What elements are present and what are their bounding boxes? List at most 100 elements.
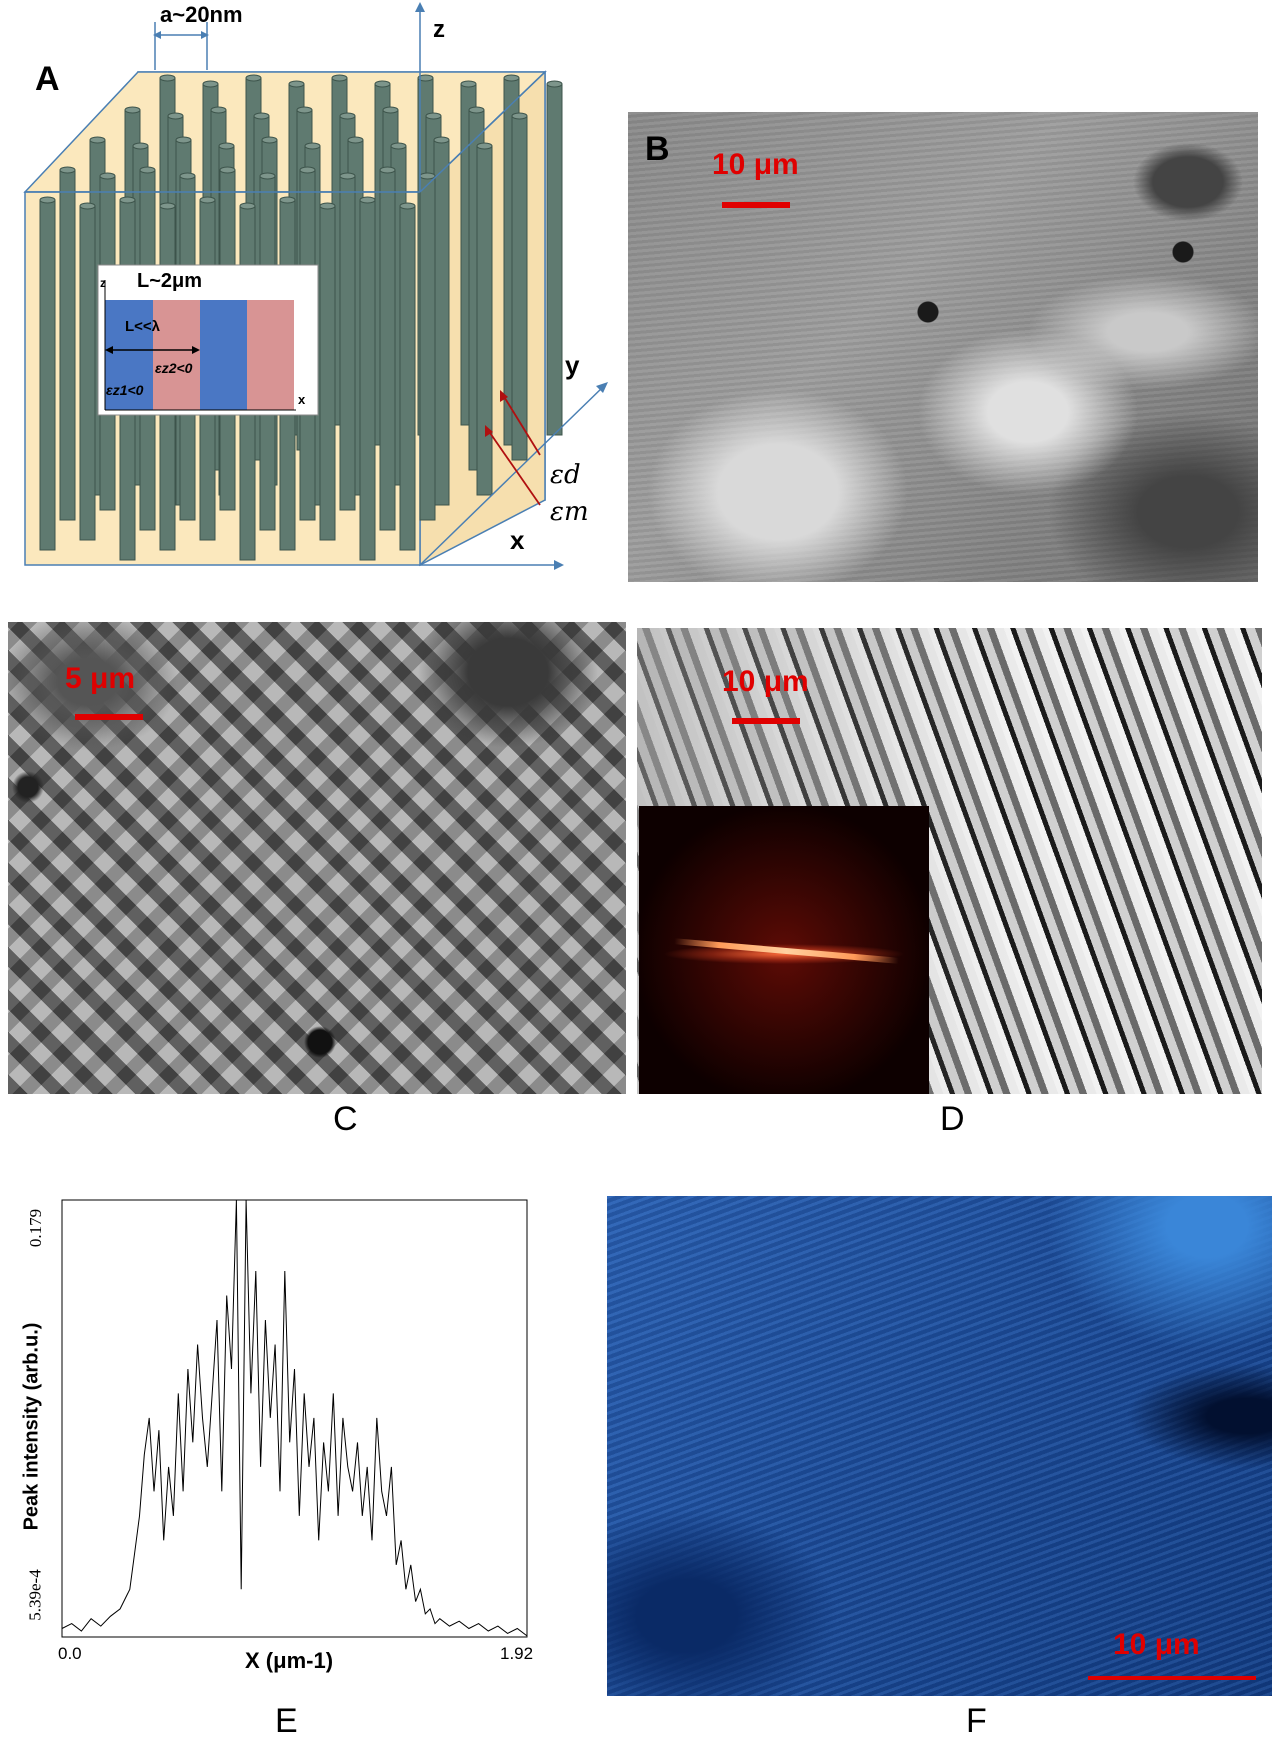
nanorod-cap <box>339 172 356 180</box>
nanorod-cap <box>132 142 149 150</box>
nanorod-cap <box>139 166 156 174</box>
nanorod-cap <box>331 74 348 82</box>
nanorod-cap <box>339 112 356 120</box>
nanorod-cap <box>210 106 227 114</box>
nanorod-cap <box>202 80 219 88</box>
peak-intensity-chart <box>61 1199 528 1638</box>
panel-e: Peak intensity (arb.u.) 0.179 5.39e-4 0.… <box>0 1190 560 1750</box>
axis-z-label: z <box>433 16 445 43</box>
x-tick-left: 0.0 <box>58 1644 82 1663</box>
nanorod-cap <box>199 196 216 204</box>
nanorod <box>511 115 528 461</box>
nanorod-cap <box>119 196 136 204</box>
nanorod-cap <box>59 166 76 174</box>
nanorod <box>379 169 396 531</box>
inset-eps-z1: εz1<0 <box>106 382 144 398</box>
inset-period-label: L<<λ <box>125 318 161 335</box>
nanorod-cap <box>476 142 493 150</box>
nanorod-cap <box>460 80 477 88</box>
nanorod-cap <box>39 196 56 204</box>
inset-eps-z2: εz2<0 <box>155 360 193 376</box>
nanorod-cap <box>468 106 485 114</box>
nanorod-cap <box>159 202 176 210</box>
spacing-label: a~20nm <box>160 2 243 27</box>
nanorod-cap <box>167 112 184 120</box>
nanorod-schematic <box>23 2 608 570</box>
panel-letter-a: A <box>35 60 60 98</box>
nanorod-cap <box>399 202 416 210</box>
nanorod-cap <box>503 74 520 82</box>
scale-label-b: 10 μm <box>712 148 799 181</box>
nanorod-cap <box>124 106 141 114</box>
panel-letter-e: E <box>275 1702 298 1740</box>
nanorod-cap <box>379 166 396 174</box>
nanorod <box>399 205 416 551</box>
nanorod-cap <box>79 202 96 210</box>
nanorod-cap <box>179 172 196 180</box>
nanorod-cap <box>89 136 106 144</box>
nanorod <box>59 169 76 521</box>
nanorod-cap <box>304 142 321 150</box>
scale-bar-c <box>75 714 143 720</box>
panel-letter-c: C <box>333 1100 358 1138</box>
inset-axis-z: z <box>100 276 106 290</box>
nanorod-cap <box>299 166 316 174</box>
nanorod-cap <box>279 196 296 204</box>
y-axis-label: Peak intensity (arb.u.) <box>20 1322 43 1531</box>
micrograph-f <box>607 1196 1272 1696</box>
nanorod-cap <box>347 136 364 144</box>
nanorod-cap <box>374 80 391 88</box>
nanorod <box>419 175 436 521</box>
inset-axis-x: x <box>298 392 306 407</box>
nanorod-cap <box>511 112 528 120</box>
x-axis-label: X (μm-1) <box>245 1648 334 1673</box>
axis-y-label: y <box>565 350 580 380</box>
nanorod-cap <box>359 196 376 204</box>
nanorod-cap <box>99 172 116 180</box>
nanorod-cap <box>218 142 235 150</box>
nanorod-cap <box>425 112 442 120</box>
nanorod <box>546 83 563 436</box>
nanorod-cap <box>219 166 236 174</box>
scale-label-c: 5 μm <box>65 662 136 695</box>
fft-inset <box>639 806 929 1094</box>
nanorod-cap <box>417 74 434 82</box>
micrograph-b <box>628 112 1258 582</box>
nanorod-cap <box>245 74 262 82</box>
eps-m-label: εm <box>550 497 589 527</box>
nanorod <box>339 175 356 511</box>
nanorod-cap <box>296 106 313 114</box>
scale-label-f: 10 μm <box>1113 1628 1200 1661</box>
panel-a: A a~20nm z y x εd εm L~2μm z x L<<λ εz2<… <box>0 0 620 590</box>
nanorod <box>476 145 493 496</box>
scale-label-d: 10 μm <box>722 665 809 698</box>
y-tick-top: 0.179 <box>26 1208 46 1248</box>
micrograph-c <box>8 622 626 1094</box>
nanorod-cap <box>433 136 450 144</box>
nanorod <box>359 199 376 561</box>
nanorod-cap <box>239 202 256 210</box>
x-tick-right: 1.92 <box>500 1644 534 1663</box>
nanorod-cap <box>253 112 270 120</box>
panel-letter-f: F <box>966 1702 987 1740</box>
nanorod-cap <box>546 80 563 88</box>
panel-letter-d: D <box>940 1100 965 1138</box>
plot-frame <box>61 1199 528 1638</box>
inset-title: L~2μm <box>137 270 203 292</box>
nanorod-cap <box>319 202 336 210</box>
nanorod <box>39 199 56 551</box>
nanorod <box>79 205 96 541</box>
nanorod <box>319 205 336 541</box>
y-tick-bottom: 5.39e-4 <box>25 1569 45 1621</box>
nanorod-cap <box>175 136 192 144</box>
nanorod-cap <box>159 74 176 82</box>
scale-bar-d <box>732 718 800 724</box>
scale-bar-b <box>722 202 790 208</box>
axis-x-label: x <box>510 525 525 555</box>
nanorod-cap <box>261 136 278 144</box>
intensity-series-line <box>61 1199 528 1637</box>
nanorod-cap <box>382 106 399 114</box>
scale-bar-f <box>1088 1676 1256 1680</box>
eps-d-label: εd <box>550 460 581 490</box>
nanorod <box>433 139 450 506</box>
